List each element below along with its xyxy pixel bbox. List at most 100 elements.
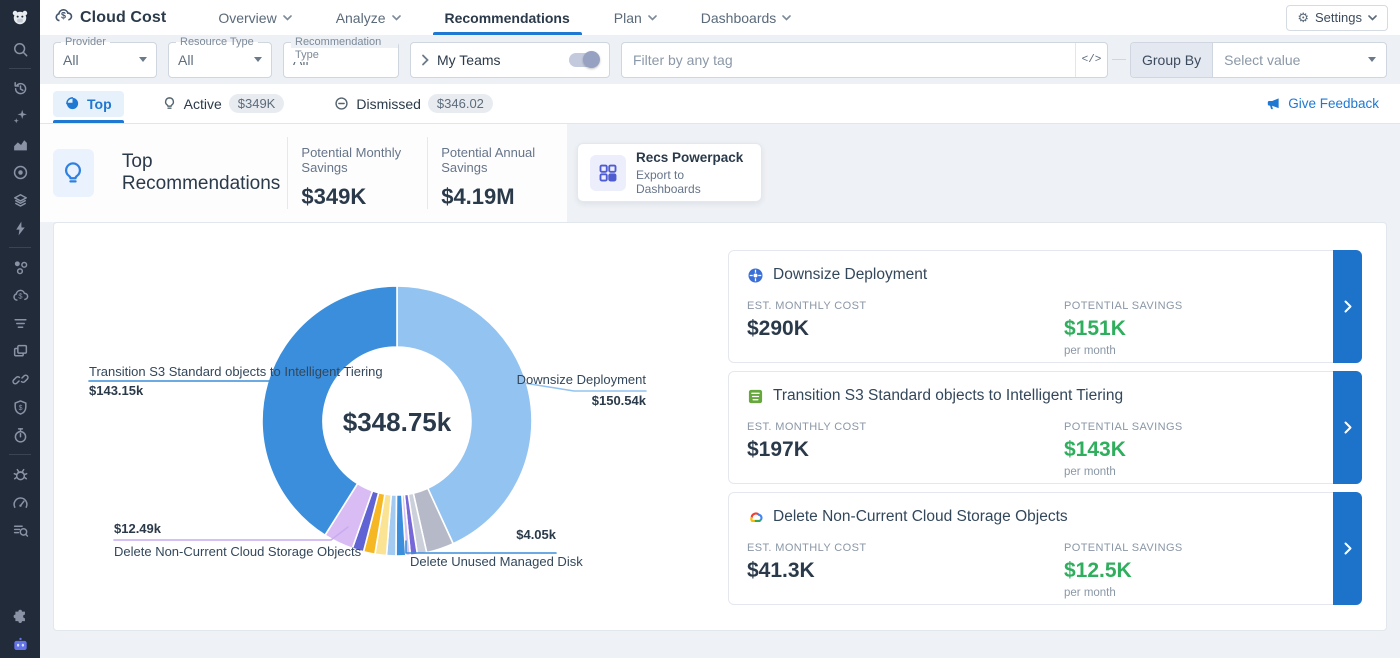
nav-items: Overview Analyze Recommendations Plan Dashbo… <box>196 0 813 35</box>
nav-item-label: Recommendations <box>444 9 570 26</box>
provider-label: Provider <box>61 35 110 49</box>
caret-down-icon <box>254 57 262 62</box>
savings-period: per month <box>1064 345 1116 357</box>
recommendation-card[interactable]: Downsize Deployment EST. MONTHLY COST $290… <box>728 250 1362 363</box>
savings-donut-chart: $348.75k Transition S3 Standard objects … <box>54 223 728 632</box>
tab-label: Top <box>87 95 112 112</box>
lightbulb-icon <box>164 97 174 109</box>
summary-row: Top Recommendations Potential Monthly Sa… <box>40 124 1400 222</box>
dashboard-grid-icon <box>590 154 626 191</box>
savings-value: $151K <box>1064 317 1126 340</box>
windows-icon[interactable] <box>6 339 34 363</box>
callout-transition-name: Transition S3 Standard objects to Intell… <box>89 364 383 379</box>
group-by-label: Group By <box>1131 42 1214 77</box>
pie-icon <box>66 97 79 110</box>
est-cost-value: $197K <box>747 438 809 461</box>
bolt-icon[interactable] <box>6 216 34 240</box>
svg-text:$: $ <box>18 404 22 411</box>
recommendation-type-label: Recommendation Type <box>291 35 398 62</box>
puzzle-icon[interactable] <box>6 604 34 628</box>
est-cost-label: EST. MONTHLY COST <box>747 421 867 433</box>
filter-list-icon[interactable] <box>6 311 34 335</box>
gear-icon: ⚙ <box>1297 9 1310 25</box>
assistant-icon[interactable] <box>6 632 34 656</box>
nav-item-overview[interactable]: Overview <box>196 0 313 35</box>
card-title: Transition S3 Standard objects to Intell… <box>773 387 1124 404</box>
nav-item-dashboards[interactable]: Dashboards <box>679 0 814 35</box>
caret-down-icon <box>1368 57 1376 62</box>
resource-type-value: All <box>178 51 194 68</box>
card-title: Delete Non-Current Cloud Storage Objects <box>773 508 1068 525</box>
timer-icon[interactable] <box>6 423 34 447</box>
gauge-icon[interactable] <box>6 490 34 514</box>
bug-icon[interactable] <box>6 462 34 486</box>
provider-select[interactable]: Provider All <box>53 35 157 78</box>
est-cost-label: EST. MONTHLY COST <box>747 300 867 312</box>
shield-dollar-icon[interactable]: $ <box>6 395 34 419</box>
nav-item-analyze[interactable]: Analyze <box>314 0 423 35</box>
tag-filter-input[interactable] <box>622 42 1075 77</box>
minus-circle-icon <box>335 97 348 110</box>
open-recommendation-button[interactable] <box>1333 492 1362 605</box>
my-teams-toggle[interactable] <box>569 50 600 68</box>
sidebar-divider <box>9 454 31 455</box>
sidebar-divider <box>9 68 31 69</box>
cloud-dollar-icon[interactable]: $ <box>6 283 34 307</box>
area-chart-icon[interactable] <box>6 132 34 156</box>
my-teams-label: My Teams <box>437 51 501 68</box>
est-cost-value: $41.3K <box>747 559 815 582</box>
tab-dismissed[interactable]: Dismissed $346.02 <box>322 84 505 123</box>
callout-noncurrent-value: $12.49k <box>114 521 161 536</box>
filter-bar: Provider All Resource Type All Recommend… <box>40 35 1400 84</box>
callout-noncurrent-name: Delete Non-Current Cloud Storage Objects <box>114 544 362 559</box>
app-brand: $ Cloud Cost <box>54 6 166 30</box>
open-recommendation-button[interactable] <box>1333 250 1362 363</box>
recommendation-card[interactable]: Transition S3 Standard objects to Intell… <box>728 371 1362 484</box>
sidebar-divider <box>9 247 31 248</box>
svg-text:$: $ <box>61 10 66 20</box>
radar-icon[interactable] <box>6 160 34 184</box>
tab-top[interactable]: Top <box>53 84 124 123</box>
summary-strip: Top Recommendations Potential Monthly Sa… <box>40 124 567 222</box>
nav-item-recommendations[interactable]: Recommendations <box>423 0 592 35</box>
chevron-right-icon <box>1344 542 1351 555</box>
sparkles-icon[interactable] <box>6 104 34 128</box>
search-icon[interactable] <box>6 37 34 61</box>
search-list-icon[interactable] <box>6 518 34 542</box>
callout-disk-name: Delete Unused Managed Disk <box>410 554 583 569</box>
settings-label: Settings <box>1315 10 1362 25</box>
history-icon[interactable] <box>6 76 34 100</box>
left-icon-sidebar: $ $ <box>0 0 40 658</box>
nav-item-label: Dashboards <box>700 9 777 26</box>
nav-item-label: Analyze <box>335 9 386 26</box>
recs-powerpack-card[interactable]: Recs Powerpack Export to Dashboards <box>577 143 762 202</box>
donut-slice-downsize-deployment[interactable] <box>396 285 533 545</box>
link-icon[interactable] <box>6 367 34 391</box>
group-by-select[interactable]: Group By Select value <box>1130 41 1387 78</box>
top-recommendations-panel: $348.75k Transition S3 Standard objects … <box>53 222 1387 631</box>
kubecost-bear-icon[interactable] <box>0 0 40 35</box>
chevron-down-icon <box>782 14 792 21</box>
savings-period: per month <box>1064 587 1116 599</box>
recommendation-card[interactable]: Delete Non-Current Cloud Storage Objects… <box>728 492 1362 605</box>
settings-button[interactable]: ⚙ Settings <box>1286 4 1388 31</box>
donut-slice-transition-s3-standard-objects-to-intelligent-tiering[interactable] <box>261 285 398 537</box>
powerpack-title: Recs Powerpack <box>636 149 744 165</box>
nodes-icon[interactable] <box>6 255 34 279</box>
tab-active[interactable]: Active $349K <box>150 84 297 123</box>
resource-type-select[interactable]: Resource Type All <box>168 35 272 78</box>
chevron-down-icon <box>1368 14 1377 21</box>
my-teams-expander[interactable]: My Teams <box>410 41 610 78</box>
savings-label: POTENTIAL SAVINGS <box>1064 421 1183 433</box>
tab-badge: $349K <box>228 94 285 113</box>
tab-badge: $346.02 <box>427 94 493 113</box>
code-brackets-icon[interactable]: </> <box>1075 42 1107 77</box>
recommendation-type-select[interactable]: Recommendation Type All <box>283 35 399 78</box>
nav-item-plan[interactable]: Plan <box>592 0 679 35</box>
layers-icon[interactable] <box>6 188 34 212</box>
open-recommendation-button[interactable] <box>1333 371 1362 484</box>
give-feedback-button[interactable]: Give Feedback <box>1266 96 1379 111</box>
give-feedback-label: Give Feedback <box>1288 96 1379 111</box>
tab-label: Active <box>183 95 222 112</box>
chevron-down-icon <box>391 14 401 21</box>
